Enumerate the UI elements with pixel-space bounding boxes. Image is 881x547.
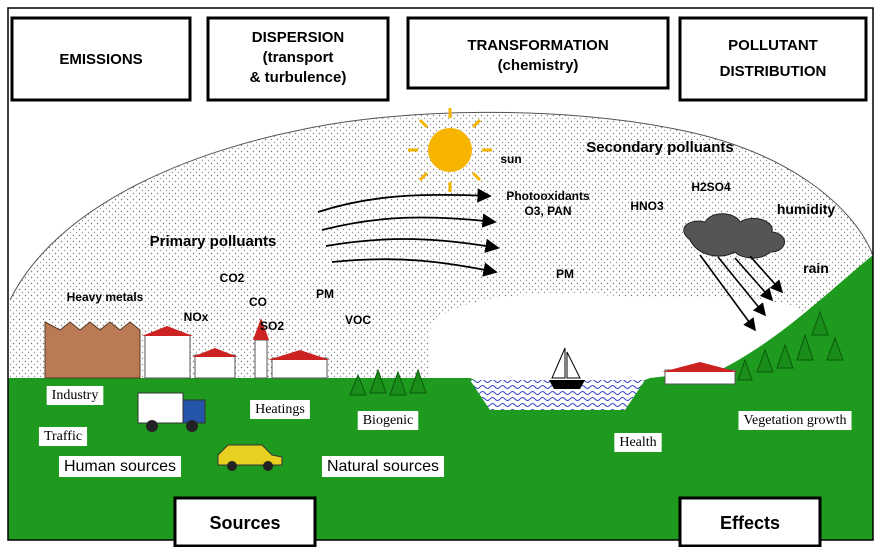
header-text: & turbulence) — [250, 69, 347, 86]
ground-label: Human sources — [64, 458, 176, 475]
boat — [549, 380, 585, 389]
header-text: DISPERSION — [252, 29, 345, 46]
header-text: POLLUTANT — [728, 37, 818, 54]
label: H2SO4 — [691, 180, 731, 194]
label: Primary polluants — [150, 233, 277, 250]
ground-label: Heatings — [255, 402, 305, 417]
ground-label: Vegetation growth — [743, 413, 846, 428]
header-box — [680, 18, 866, 100]
label: HNO3 — [630, 199, 664, 213]
label: NOx — [184, 310, 209, 324]
label: CO — [249, 295, 267, 309]
label: SO2 — [260, 319, 284, 333]
label: Secondary polluants — [586, 139, 734, 156]
ground-label: Health — [619, 435, 656, 450]
header-text: EMISSIONS — [59, 51, 142, 68]
label: PM — [316, 287, 334, 301]
label: humidity — [777, 201, 836, 217]
ground-label: Natural sources — [327, 458, 439, 475]
bottom-text: Effects — [720, 513, 780, 533]
label: O3, PAN — [524, 204, 571, 218]
header-text: (chemistry) — [498, 57, 579, 74]
label: CO2 — [220, 271, 245, 285]
ground-label: Traffic — [44, 429, 82, 444]
diagram: EMISSIONS DISPERSION (transport & turbul… — [0, 0, 881, 547]
label: sun — [500, 152, 521, 166]
bottom-text: Sources — [209, 513, 280, 533]
label: Heavy metals — [67, 290, 144, 304]
ground-label: Biogenic — [363, 413, 414, 428]
header-text: (transport — [263, 49, 334, 66]
label: rain — [803, 260, 829, 276]
ground-label: Industry — [52, 388, 99, 403]
label: PM — [556, 267, 574, 281]
label: Photooxidants — [506, 189, 590, 203]
label: VOC — [345, 313, 371, 327]
header-text: DISTRIBUTION — [720, 63, 827, 80]
header-text: TRANSFORMATION — [467, 37, 608, 54]
